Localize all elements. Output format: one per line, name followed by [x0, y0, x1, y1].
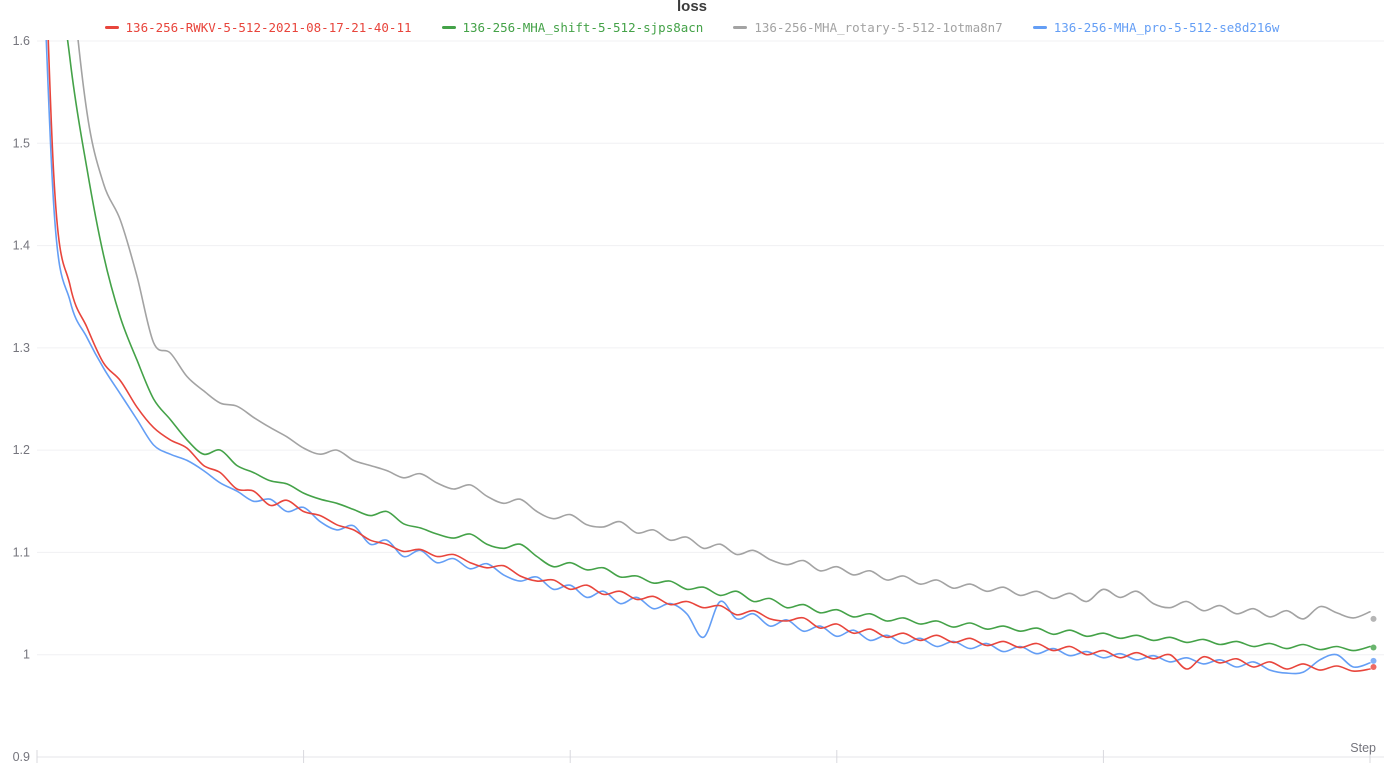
legend-label: 136-256-RWKV-5-512-2021-08-17-21-40-11: [125, 20, 412, 35]
y-tick-label: 1: [23, 648, 30, 662]
x-axis-label: Step: [1350, 741, 1376, 755]
y-tick-label: 1.6: [13, 34, 30, 48]
legend-marker: [104, 26, 119, 29]
legend-marker: [733, 26, 748, 29]
series-endpoint-136-256-MHA_pro-5-512-se8d216w: [1370, 657, 1377, 664]
legend-label: 136-256-MHA_pro-5-512-se8d216w: [1053, 20, 1280, 35]
y-tick-label: 1.5: [13, 136, 30, 150]
y-tick-label: 1.3: [13, 341, 30, 355]
series-line-136-256-MHA_shift-5-512-sjps8acn[interactable]: [37, 0, 1371, 652]
legend-item-136-256-MHA_pro-5-512-se8d216w[interactable]: 136-256-MHA_pro-5-512-se8d216w: [1032, 20, 1280, 35]
y-tick-label: 0.9: [13, 750, 30, 764]
legend-item-136-256-MHA_rotary-5-512-1otma8n7[interactable]: 136-256-MHA_rotary-5-512-1otma8n7: [733, 20, 1003, 35]
legend-item-136-256-RWKV-5-512-2021-08-17-21-40-11[interactable]: 136-256-RWKV-5-512-2021-08-17-21-40-11: [104, 20, 412, 35]
y-tick-label: 1.1: [13, 545, 30, 559]
legend-label: 136-256-MHA_rotary-5-512-1otma8n7: [754, 20, 1003, 35]
legend: 136-256-RWKV-5-512-2021-08-17-21-40-11 13…: [0, 20, 1384, 35]
legend-label: 136-256-MHA_shift-5-512-sjps8acn: [462, 20, 704, 35]
series-endpoint-136-256-RWKV-5-512-2021-08-17-21-40-11: [1370, 663, 1377, 670]
series-line-136-256-RWKV-5-512-2021-08-17-21-40-11[interactable]: [37, 0, 1371, 672]
legend-item-136-256-MHA_shift-5-512-sjps8acn[interactable]: 136-256-MHA_shift-5-512-sjps8acn: [441, 20, 704, 35]
legend-marker: [441, 26, 456, 29]
series-line-136-256-MHA_pro-5-512-se8d216w[interactable]: [37, 0, 1371, 675]
y-tick-label: 1.4: [13, 239, 30, 253]
series-endpoint-136-256-MHA_rotary-5-512-1otma8n7: [1370, 615, 1377, 622]
series-endpoint-136-256-MHA_shift-5-512-sjps8acn: [1370, 644, 1377, 651]
chart-title: loss: [676, 0, 707, 15]
y-tick-label: 1.2: [13, 443, 30, 457]
legend-marker: [1032, 26, 1047, 29]
series-line-136-256-MHA_rotary-5-512-1otma8n7[interactable]: [37, 0, 1371, 620]
